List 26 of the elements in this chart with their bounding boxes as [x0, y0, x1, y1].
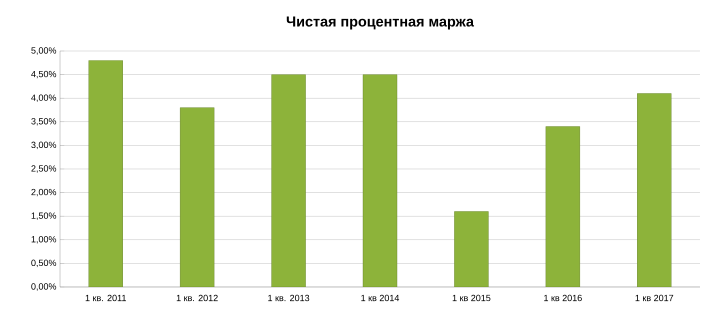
y-tick-label: 2,50% — [31, 165, 56, 173]
x-tick-label: 1 кв. 2013 — [268, 294, 310, 302]
y-tick-label: 0,00% — [31, 283, 56, 291]
bar — [88, 60, 123, 287]
bar — [362, 74, 398, 287]
x-tick-label: 1 кв. 2011 — [86, 294, 126, 302]
y-tick-label: 0,50% — [31, 260, 56, 268]
y-tick-label: 5,00% — [31, 47, 56, 55]
y-tick-label: 4,50% — [31, 70, 56, 78]
bar — [637, 93, 672, 287]
x-tick-label: 1 кв 2016 — [544, 294, 582, 302]
bar — [546, 126, 580, 287]
x-tick-label: 1 кв 2014 — [361, 294, 400, 302]
bar — [271, 74, 306, 287]
y-tick-label: 4,00% — [31, 94, 56, 102]
chart-title: Чистая процентная маржа — [286, 16, 474, 30]
x-tick-label: 1 кв 2017 — [636, 294, 674, 302]
y-tick-label: 1,00% — [32, 236, 56, 244]
y-tick-label: 3,00% — [31, 142, 56, 150]
bar — [454, 211, 489, 287]
y-tick-label: 1,50% — [32, 212, 56, 220]
y-tick-label: 2,00% — [31, 188, 56, 196]
x-tick-label: 1 кв. 2012 — [176, 294, 218, 302]
bar — [180, 107, 214, 287]
x-tick-label: 1 кв 2015 — [452, 294, 490, 302]
y-tick-label: 3,50% — [31, 118, 56, 126]
